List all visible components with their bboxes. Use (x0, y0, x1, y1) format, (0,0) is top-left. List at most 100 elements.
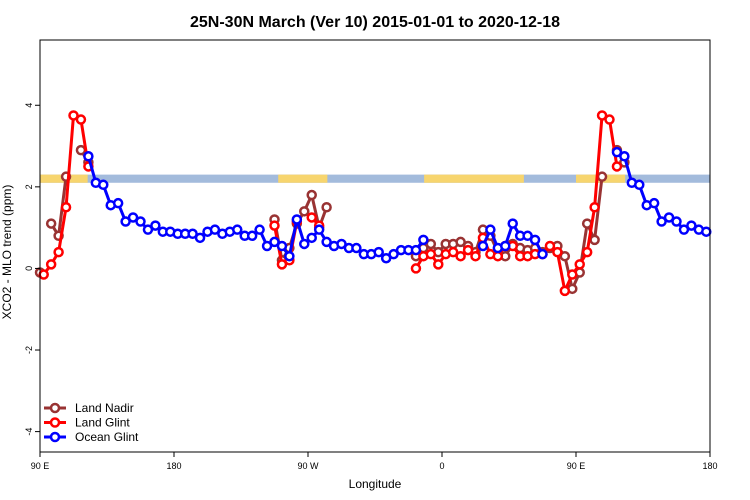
point-land-glint-13 (410, 263, 422, 274)
point-ocean-glint-60 (648, 197, 660, 209)
point-land-glint-4 (68, 110, 79, 121)
point-ocean-glint-32 (321, 236, 332, 248)
point-ocean-glint-41 (388, 248, 399, 260)
point-land-glint-1 (45, 259, 57, 270)
legend-label-land-nadir: Land Nadir (75, 401, 134, 415)
legend-marker-ocean-glint (49, 431, 61, 443)
ocean-band (40, 174, 710, 183)
point-ocean-glint-4 (112, 197, 124, 209)
x-tick-label-1: 180 (166, 461, 181, 471)
point-ocean-glint-28 (291, 214, 303, 225)
point-land-nadir-39 (596, 171, 608, 182)
line-ocean-glint-0 (86, 155, 425, 260)
point-land-glint-16 (433, 259, 444, 270)
plot-frame (39, 39, 711, 453)
point-land-glint-33 (559, 285, 571, 297)
point-land-nadir-20 (455, 236, 466, 248)
y-axis-label: XCO2 - MLO trend (ppm) (0, 185, 14, 320)
point-land-glint-3 (60, 201, 72, 213)
point-land-glint-36 (581, 246, 593, 258)
x-axis-label: Longitude (349, 477, 402, 491)
x-tick-label-3: 0 (439, 461, 444, 471)
point-land-nadir-16 (425, 238, 437, 250)
point-ocean-glint-22 (246, 230, 258, 242)
point-ocean-glint-58 (634, 179, 645, 191)
y-tick-label-1: -2 (24, 346, 34, 354)
point-land-glint-32 (552, 246, 563, 258)
point-land-glint-31 (544, 240, 556, 252)
point-land-glint-2 (53, 246, 64, 258)
point-ocean-glint-31 (313, 224, 325, 235)
point-ocean-glint-30 (306, 232, 317, 244)
point-land-nadir-34 (559, 250, 571, 262)
point-land-nadir-13 (321, 201, 332, 213)
point-ocean-glint-24 (261, 240, 273, 252)
point-land-glint-37 (589, 201, 600, 213)
point-land-glint-35 (574, 259, 585, 270)
point-ocean-glint-15 (194, 232, 206, 244)
line-land-glint-0 (42, 113, 90, 276)
point-ocean-glint-39 (373, 246, 384, 258)
line-land-glint-3 (414, 113, 619, 293)
series-ocean-glint (83, 146, 712, 264)
point-land-glint-18 (447, 246, 459, 258)
point-land-nadir-1 (45, 218, 57, 229)
point-ocean-glint-29 (299, 238, 310, 250)
legend-marker-land-glint (49, 417, 61, 428)
point-land-glint-40 (611, 161, 623, 172)
point-ocean-glint-56 (619, 151, 630, 162)
x-tick-label-5: 180 (702, 461, 717, 471)
point-ocean-glint-20 (232, 224, 243, 235)
point-land-glint-21 (470, 250, 481, 262)
point-ocean-glint-47 (485, 224, 496, 235)
point-ocean-glint-67 (701, 226, 712, 237)
point-ocean-glint-23 (254, 224, 265, 235)
legend-label-land-glint: Land Glint (75, 416, 130, 430)
point-ocean-glint-26 (276, 240, 288, 252)
point-ocean-glint-63 (671, 216, 682, 227)
point-land-glint-15 (425, 248, 437, 260)
point-land-nadir-4 (75, 144, 87, 156)
point-land-glint-0 (38, 269, 49, 280)
point-land-glint-5 (75, 114, 87, 125)
point-land-glint-24 (492, 250, 504, 262)
point-ocean-glint-40 (380, 252, 392, 264)
point-ocean-glint-34 (336, 238, 347, 250)
point-land-glint-34 (567, 269, 578, 280)
y-axis: -4 -2 0 2 4 (24, 103, 40, 436)
point-ocean-glint-53 (529, 234, 541, 246)
point-land-glint-20 (462, 244, 474, 256)
point-ocean-glint-17 (209, 224, 221, 235)
point-land-glint-7 (269, 220, 280, 231)
point-ocean-glint-0 (83, 151, 94, 162)
legend-label-ocean-glint: Ocean Glint (75, 430, 139, 444)
point-land-glint-19 (455, 250, 466, 262)
point-ocean-glint-64 (678, 224, 690, 235)
point-ocean-glint-5 (120, 216, 131, 227)
y-tick-label-4: 4 (24, 103, 34, 108)
point-ocean-glint-62 (663, 212, 675, 223)
series-land-glint (38, 110, 623, 297)
x-tick-label-2: 90 W (297, 461, 319, 471)
point-land-glint-39 (604, 114, 615, 125)
y-tick-label-0: -4 (24, 428, 34, 436)
point-ocean-glint-46 (477, 240, 489, 252)
land-segment-1 (278, 174, 328, 183)
point-land-glint-11 (306, 212, 317, 223)
point-land-nadir-11 (306, 189, 317, 201)
point-ocean-glint-14 (187, 228, 198, 240)
point-ocean-glint-44 (410, 244, 422, 256)
point-ocean-glint-50 (507, 218, 518, 229)
land-ocean-band (40, 174, 710, 183)
point-ocean-glint-9 (150, 220, 161, 231)
x-axis: 90 E 180 90 W 0 90 E 180 (31, 452, 718, 471)
chart-title: 25N-30N March (Ver 10) 2015-01-01 to 202… (190, 14, 560, 31)
point-ocean-glint-55 (611, 146, 623, 158)
point-ocean-glint-6 (127, 212, 139, 223)
point-ocean-glint-36 (351, 242, 362, 254)
y-tick-label-2: 0 (24, 266, 34, 271)
x-tick-label-4: 90 E (567, 461, 586, 471)
y-tick-label-3: 2 (24, 184, 34, 189)
